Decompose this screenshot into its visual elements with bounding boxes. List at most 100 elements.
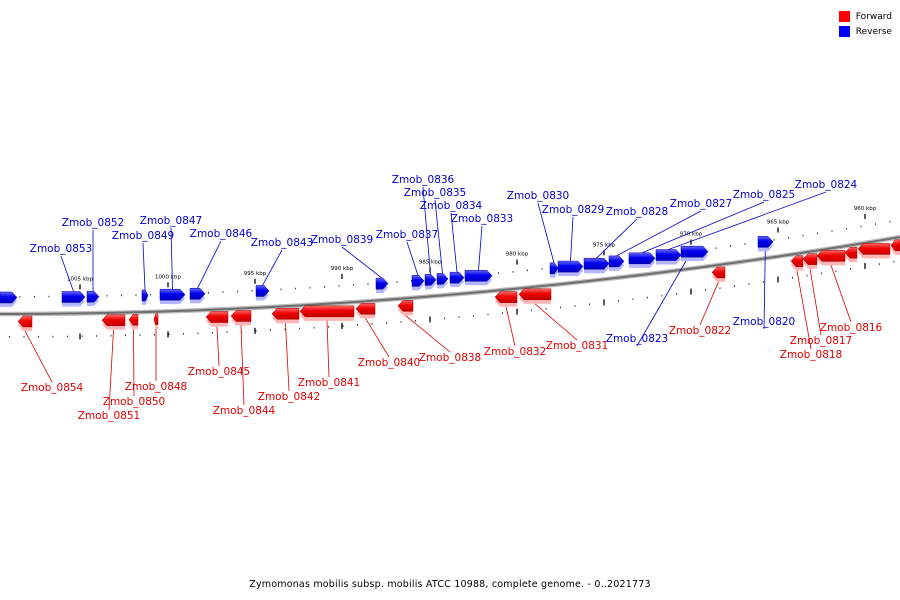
gene-zmob-0852[interactable] [86,290,100,307]
gene-label[interactable]: Zmob_0842 [258,391,320,403]
gene-zmob-0837[interactable] [411,275,425,291]
gene-label[interactable]: Zmob_0817 [790,335,852,347]
scale-label: 965 kbp [767,219,790,225]
gene-zmob-0839[interactable] [375,277,389,294]
gene-zmob-0835[interactable] [436,273,449,289]
gene-zmob-0824[interactable] [655,249,682,265]
gene-zmob-0838[interactable] [397,300,414,316]
tick-dot [415,319,416,322]
tick-dot [400,321,402,323]
gene-arrow [628,252,656,265]
gene-label[interactable]: Zmob_0843 [251,237,313,249]
tick-dot [324,286,325,288]
gene-zmob-0823[interactable] [680,245,709,262]
gene-zmob-0820[interactable] [757,236,774,252]
gene-label[interactable]: Zmob_0850 [103,396,165,408]
gene-zmob-0849[interactable] [141,289,149,306]
tick-dot [371,323,373,325]
gene-zmob-0844[interactable] [230,310,252,326]
gene-zmob-0830[interactable] [549,262,559,278]
gene-zmob-0843[interactable] [255,285,270,301]
gene-zmob-0850[interactable] [128,314,139,330]
backbone [0,236,900,315]
gene-label[interactable]: Zmob_0831 [546,340,608,352]
gene-zmob-0853[interactable] [61,291,86,307]
gene-zmob-0847[interactable] [159,288,186,305]
gene-zmob-0832[interactable] [494,291,518,307]
gene-zmob-0816[interactable] [816,250,846,266]
gene-label[interactable]: Zmob_0845 [188,366,250,378]
gene-label[interactable]: Zmob_0835 [404,187,466,199]
gene-label-connector [142,242,146,291]
gene-label[interactable]: Zmob_0848 [125,381,187,393]
gene-zmob-0854[interactable] [17,315,33,331]
gene-zmob-0831[interactable] [518,288,552,304]
gene-label[interactable]: Zmob_0834 [420,200,483,212]
gene-label[interactable]: Zmob_0838 [419,352,481,364]
gene-zmob-0834[interactable] [449,271,465,288]
gene-label[interactable]: Zmob_0828 [606,206,668,218]
gene-zmob-0840[interactable] [355,303,376,319]
tick-dot [154,333,155,336]
gene-label[interactable]: Zmob_0832 [484,346,546,358]
gene-label[interactable]: Zmob_0853 [30,243,92,255]
gene-label[interactable]: Zmob_0820 [733,316,795,328]
gene-label[interactable]: Zmob_0816 [820,322,883,334]
gene-arrow [205,311,229,323]
gene-zmob-0846[interactable] [189,288,206,304]
gene-label[interactable]: Zmob_0849 [112,230,174,242]
gene-label[interactable]: Zmob_0839 [311,234,373,246]
gene-label[interactable]: Zmob_0824 [795,179,858,191]
gene-fragment[interactable] [0,291,18,307]
gene-zmob-0829[interactable] [557,260,584,277]
gene-zmob-0818[interactable] [790,255,804,271]
gene-label[interactable]: Zmob_0847 [140,215,202,227]
gene-label[interactable]: Zmob_0822 [669,325,731,337]
forward-swatch [838,11,850,22]
gene-label[interactable]: Zmob_0833 [451,213,513,225]
gene-label[interactable]: Zmob_0851 [78,410,140,422]
gene-fragment[interactable] [890,239,900,255]
scale-label: 985 kbp [419,259,442,265]
gene-label[interactable]: Zmob_0844 [213,405,276,417]
gene-zmob-0845[interactable] [205,311,229,327]
gene-zmob-0827[interactable] [608,255,625,271]
gene-zmob-0836[interactable] [424,274,437,290]
gene-label[interactable]: Zmob_0854 [21,382,84,394]
gene-label[interactable]: Zmob_0825 [733,189,795,201]
gene-label[interactable]: Zmob_0836 [392,174,455,186]
gene-label[interactable]: Zmob_0818 [780,349,842,361]
tick-dot [730,245,731,247]
gene-zmob-0841[interactable] [299,305,355,321]
gene-fragment[interactable] [857,243,891,259]
tick-dot [110,334,112,337]
gene-zmob-0817[interactable] [802,253,818,269]
gene-fragment[interactable] [844,246,858,263]
tick-dot [705,289,706,291]
gene-zmob-0851[interactable] [101,314,126,330]
gene-zmob-0825[interactable] [628,252,656,268]
gene-label[interactable]: Zmob_0829 [542,204,604,216]
tick-dot [284,328,286,331]
tick-dot [96,335,97,337]
gene-zmob-0842[interactable] [271,308,300,324]
gene-arrow [518,288,552,301]
gene-zmob-0822[interactable] [711,266,726,282]
gene-label[interactable]: Zmob_0841 [298,377,360,389]
gene-zmob-0833[interactable] [464,269,493,286]
gene-label[interactable]: Zmob_0827 [670,198,732,210]
gene-arrow [189,288,206,300]
gene-label[interactable]: Zmob_0852 [62,217,124,229]
gene-label[interactable]: Zmob_0823 [606,333,668,345]
tick-dot [618,300,619,302]
gene-zmob-0848[interactable] [153,313,159,329]
gene-label[interactable]: Zmob_0837 [376,229,438,241]
tick-dot [52,335,54,338]
gene-label[interactable]: Zmob_0840 [358,357,420,369]
gene-zmob-0828[interactable] [583,257,610,274]
gene-label-connector [60,255,74,292]
gene-label[interactable]: Zmob_0830 [507,190,569,202]
tick-dot [792,277,793,279]
gene-label[interactable]: Zmob_0846 [190,228,253,240]
tick-dot [121,294,122,297]
